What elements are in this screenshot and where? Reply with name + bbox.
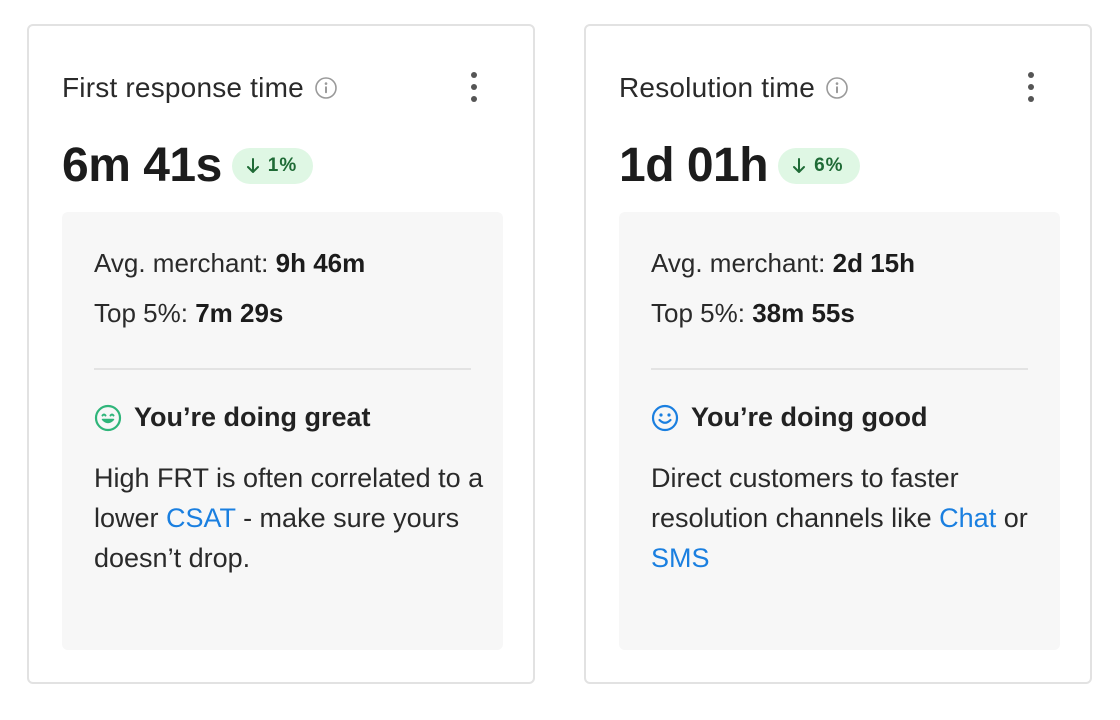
change-value: 6% xyxy=(814,155,844,176)
advice-text-part: Direct customers to faster resolution ch… xyxy=(651,463,959,533)
card-header: First response time xyxy=(62,72,338,104)
advice-text-part: or xyxy=(996,503,1028,533)
metric-card-resolution-time: Resolution time 1d 01h 6% Avg. merchant:… xyxy=(584,24,1092,684)
top-5-label: Top 5%: xyxy=(651,298,745,328)
divider xyxy=(651,368,1028,370)
top-5-stat: Top 5%: 7m 29s xyxy=(94,298,283,329)
arrow-down-icon xyxy=(793,158,806,173)
avg-merchant-value: 9h 46m xyxy=(275,248,366,278)
avg-merchant-value: 2d 15h xyxy=(832,248,915,278)
more-options-icon[interactable] xyxy=(1024,72,1038,102)
metric-row: 1d 01h 6% xyxy=(619,138,860,194)
benchmark-panel: Avg. merchant: 2d 15h Top 5%: 38m 55s Yo… xyxy=(619,212,1060,650)
smiling-face-icon xyxy=(651,404,679,432)
change-value: 1% xyxy=(267,155,298,176)
change-badge: 6% xyxy=(778,148,860,184)
advice-text: High FRT is often correlated to a lower … xyxy=(94,458,484,578)
info-icon[interactable] xyxy=(825,76,849,100)
verdict-text: You’re doing great xyxy=(134,402,371,432)
info-icon[interactable] xyxy=(314,76,338,100)
chat-link[interactable]: Chat xyxy=(939,503,997,533)
metric-value: 1d 01h xyxy=(619,139,769,192)
arrow-down-icon xyxy=(246,158,259,173)
advice-text: Direct customers to faster resolution ch… xyxy=(651,458,1041,578)
grinning-face-icon xyxy=(94,404,122,432)
benchmark-panel: Avg. merchant: 9h 46m Top 5%: 7m 29s You… xyxy=(62,212,503,650)
sms-link[interactable]: SMS xyxy=(651,543,710,573)
advice-text-part: - make sure yours doesn’t drop. xyxy=(94,503,460,573)
verdict: You’re doing great xyxy=(94,402,371,433)
avg-merchant-stat: Avg. merchant: 9h 46m xyxy=(94,248,365,279)
avg-merchant-label: Avg. merchant: xyxy=(651,248,826,278)
more-options-icon[interactable] xyxy=(467,72,481,102)
verdict: You’re doing good xyxy=(651,402,927,433)
metric-value: 6m 41s xyxy=(62,139,222,192)
divider xyxy=(94,368,471,370)
avg-merchant-label: Avg. merchant: xyxy=(94,248,269,278)
top-5-value: 7m 29s xyxy=(195,298,284,328)
top-5-value: 38m 55s xyxy=(752,298,855,328)
avg-merchant-stat: Avg. merchant: 2d 15h xyxy=(651,248,915,279)
advice-text-part: High FRT is often correlated to a lower xyxy=(94,463,484,533)
card-header: Resolution time xyxy=(619,72,849,104)
csat-link[interactable]: CSAT xyxy=(166,503,236,533)
change-badge: 1% xyxy=(231,148,314,184)
top-5-label: Top 5%: xyxy=(94,298,188,328)
verdict-text: You’re doing good xyxy=(691,402,928,432)
top-5-stat: Top 5%: 38m 55s xyxy=(651,298,855,329)
card-title: First response time xyxy=(62,72,304,103)
metric-card-first-response-time: First response time 6m 41s 1% Avg. merch… xyxy=(27,24,535,684)
card-title: Resolution time xyxy=(619,72,815,103)
metric-row: 6m 41s 1% xyxy=(62,138,314,194)
